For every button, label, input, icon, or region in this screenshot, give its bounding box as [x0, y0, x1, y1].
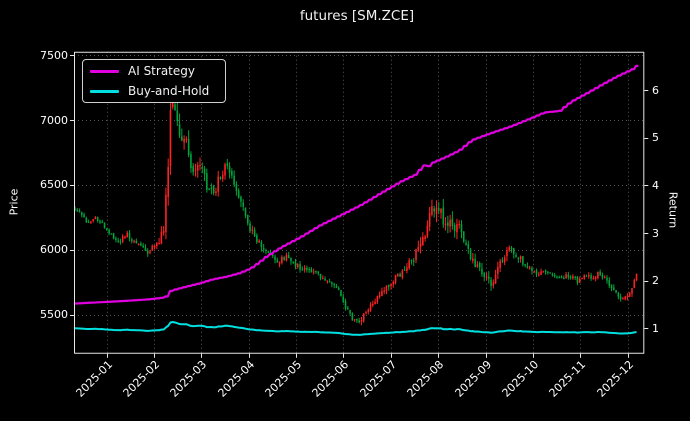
legend-item: AI Strategy — [90, 63, 225, 79]
return-tick-label: 3 — [652, 226, 659, 240]
price-tick-label: 6000 — [40, 243, 68, 257]
legend-label: Buy-and-Hold — [128, 84, 210, 98]
return-tick-label: 5 — [652, 131, 659, 145]
legend-label: AI Strategy — [128, 64, 195, 78]
return-tick-label: 4 — [652, 178, 659, 192]
return-tick-label: 1 — [652, 321, 659, 335]
price-tick-label: 7000 — [40, 113, 68, 127]
price-tick-label: 5500 — [40, 308, 68, 321]
return-tick-label: 6 — [652, 83, 659, 97]
legend-item: Buy-and-Hold — [90, 83, 225, 99]
legend-line-swatch — [90, 89, 119, 93]
legend: AI Strategy Buy-and-Hold — [82, 59, 226, 103]
chart-title: futures [SM.ZCE] — [299, 8, 415, 24]
price-tick-label: 6500 — [40, 178, 68, 192]
price-tick-label: 7500 — [40, 48, 68, 62]
return-tick-label: 2 — [652, 274, 659, 288]
price-axis-label: Price — [7, 188, 21, 216]
legend-line-swatch — [90, 69, 119, 73]
return-axis-label: Return — [666, 191, 680, 229]
